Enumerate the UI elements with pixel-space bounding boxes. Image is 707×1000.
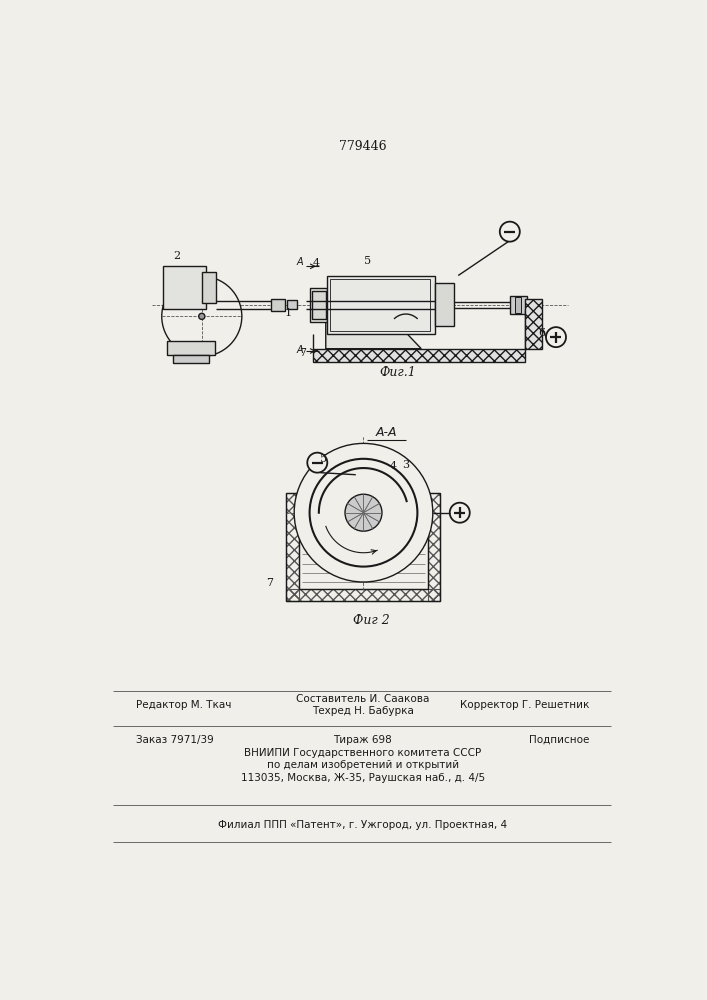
Text: А: А bbox=[297, 345, 303, 355]
Bar bbox=[287, 300, 296, 309]
Text: Филиал ППП «Патент», г. Ужгород, ул. Проектная, 4: Филиал ППП «Патент», г. Ужгород, ул. Про… bbox=[218, 820, 508, 830]
Polygon shape bbox=[326, 312, 421, 349]
Bar bbox=[313, 349, 525, 362]
Bar bbox=[173, 355, 209, 363]
Bar bbox=[286, 493, 299, 601]
Circle shape bbox=[310, 459, 417, 567]
Text: 779446: 779446 bbox=[339, 140, 387, 153]
Bar bbox=[428, 493, 440, 601]
Text: 7: 7 bbox=[266, 578, 273, 588]
Text: Заказ 7971/39: Заказ 7971/39 bbox=[136, 735, 214, 745]
Circle shape bbox=[294, 443, 433, 582]
Bar bbox=[515, 297, 521, 312]
Text: 3: 3 bbox=[402, 460, 409, 470]
Circle shape bbox=[500, 222, 520, 242]
Text: Фиг 2: Фиг 2 bbox=[353, 614, 390, 627]
Text: А: А bbox=[297, 257, 303, 267]
Bar bbox=[286, 493, 440, 601]
Text: Редактор М. Ткач: Редактор М. Ткач bbox=[136, 700, 232, 710]
Circle shape bbox=[450, 503, 469, 523]
Text: А-А: А-А bbox=[376, 426, 397, 439]
Bar bbox=[525, 299, 542, 349]
Text: 4: 4 bbox=[313, 258, 320, 268]
Bar bbox=[201, 272, 216, 303]
Circle shape bbox=[162, 276, 242, 356]
Text: 1: 1 bbox=[284, 308, 291, 318]
Text: 4: 4 bbox=[389, 461, 397, 471]
Bar bbox=[435, 283, 454, 326]
Text: Фиг.1: Фиг.1 bbox=[380, 366, 416, 379]
Text: 113035, Москва, Ж-35, Раушская наб., д. 4/5: 113035, Москва, Ж-35, Раушская наб., д. … bbox=[240, 773, 485, 783]
Bar bbox=[312, 291, 326, 319]
Circle shape bbox=[199, 313, 205, 319]
Text: Техред Н. Бабурка: Техред Н. Бабурка bbox=[312, 706, 414, 716]
Circle shape bbox=[546, 327, 566, 347]
Bar bbox=[286, 589, 440, 601]
Text: по делам изобретений и открытий: по делам изобретений и открытий bbox=[267, 760, 459, 770]
Circle shape bbox=[345, 494, 382, 531]
Text: 5: 5 bbox=[320, 454, 327, 464]
Text: Составитель И. Саакова: Составитель И. Саакова bbox=[296, 694, 429, 704]
Text: 5: 5 bbox=[364, 256, 371, 266]
Bar bbox=[310, 288, 327, 322]
Circle shape bbox=[308, 453, 327, 473]
Bar bbox=[510, 296, 527, 314]
Text: 7: 7 bbox=[300, 348, 307, 358]
Text: ВНИИПИ Государственного комитета СССР: ВНИИПИ Государственного комитета СССР bbox=[244, 748, 481, 758]
Text: 2: 2 bbox=[173, 251, 180, 261]
Text: Корректор Г. Решетник: Корректор Г. Решетник bbox=[460, 700, 589, 710]
Bar bbox=[167, 341, 215, 355]
Bar bbox=[299, 493, 428, 589]
Bar bbox=[271, 299, 285, 311]
Bar bbox=[327, 276, 435, 334]
Text: Тираж 698: Тираж 698 bbox=[333, 735, 392, 745]
Bar bbox=[330, 279, 431, 331]
Bar bbox=[163, 266, 206, 309]
Text: 6: 6 bbox=[538, 328, 545, 338]
Text: Подписное: Подписное bbox=[529, 735, 589, 745]
